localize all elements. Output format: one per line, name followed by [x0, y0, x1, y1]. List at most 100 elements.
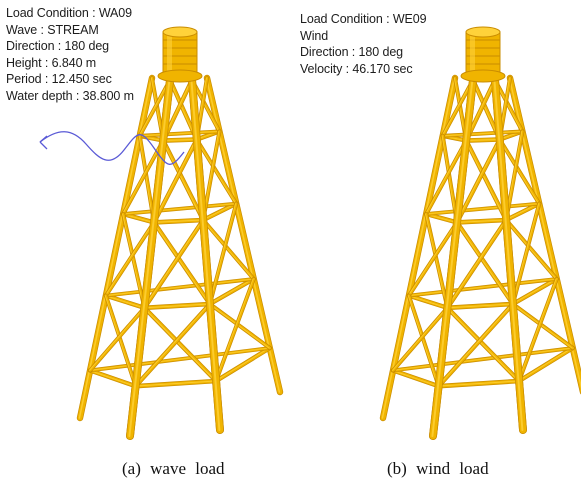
jacket-leg-front-highlight [431, 79, 474, 437]
horizontal-brace-highlight [425, 203, 540, 215]
horizontal-brace-highlight [465, 139, 500, 142]
x-brace-highlight [455, 139, 500, 223]
transition-piece-shine [470, 32, 475, 76]
x-brace [195, 138, 238, 205]
x-brace [138, 134, 156, 224]
horizontal-brace-highlight [392, 369, 439, 387]
horizontal-brace-highlight [407, 295, 448, 309]
x-brace-highlight [208, 303, 270, 349]
x-brace-highlight [518, 278, 557, 382]
caption-wave-load: (a) wave load [122, 459, 225, 478]
x-brace-highlight [152, 139, 197, 223]
x-brace [214, 277, 256, 383]
x-brace-highlight [441, 79, 473, 137]
horizontal-brace-highlight [162, 139, 197, 142]
x-brace [498, 138, 541, 205]
x-brace [455, 138, 502, 224]
x-brace [511, 202, 541, 306]
x-brace-highlight [441, 135, 457, 223]
x-brace [161, 139, 205, 222]
horizontal-brace-highlight [152, 219, 204, 223]
x-brace-highlight [104, 221, 154, 297]
horizontal-brace-highlight [455, 219, 507, 223]
x-brace-highlight [465, 140, 507, 221]
x-brace-highlight [134, 303, 210, 387]
x-brace-highlight [471, 79, 500, 140]
jacket-leg-front-highlight [493, 79, 524, 431]
horizontal-brace-highlight [104, 278, 254, 297]
horizontal-brace-highlight [122, 203, 237, 215]
x-brace-highlight [208, 203, 237, 305]
x-brace [104, 221, 156, 297]
x-brace-highlight [89, 307, 145, 371]
caption-wind-load: (b) wind load [387, 459, 489, 478]
horizontal-brace-highlight [134, 380, 216, 387]
x-brace-highlight [215, 278, 254, 382]
x-brace-highlight [407, 295, 439, 387]
x-brace-highlight [446, 219, 507, 309]
x-brace-highlight [425, 140, 467, 215]
wave-profile [39, 131, 185, 165]
velocity-label: Velocity : 46.170 sec [300, 61, 413, 76]
x-brace [441, 134, 459, 224]
wave-type-label: Wave : STREAM [6, 22, 99, 37]
transition-piece-shine [167, 32, 172, 76]
transition-piece-base [460, 69, 506, 83]
horizontal-brace-highlight [89, 369, 136, 387]
horizontal-brace-highlight [392, 347, 573, 371]
x-brace-highlight [122, 213, 145, 309]
jacket-structure-wave [76, 26, 284, 440]
x-brace [445, 218, 508, 310]
horizontal-brace-highlight [518, 347, 573, 382]
jacket-leg-front-highlight [128, 79, 171, 437]
jacket-structure-wind [379, 26, 581, 440]
horizontal-brace-highlight [511, 278, 557, 305]
load-condition-label: Load Condition : WE09 [300, 12, 427, 26]
x-brace-highlight [505, 219, 557, 280]
horizontal-brace-highlight [138, 130, 220, 137]
panel-wave-load: Load Condition : WA09 Wave : STREAM Dire… [0, 0, 290, 499]
height-label: Height : 6.840 m [6, 55, 97, 70]
x-brace [104, 294, 137, 388]
x-brace-highlight [511, 203, 540, 305]
x-brace-highlight [122, 140, 164, 215]
x-brace [424, 139, 468, 216]
period-label: Period : 12.450 sec [6, 72, 112, 87]
x-brace [424, 212, 449, 310]
horizontal-brace-highlight [104, 295, 145, 309]
x-brace-highlight [104, 295, 136, 387]
x-brace-highlight [425, 213, 448, 309]
wave-curve [39, 131, 185, 165]
x-brace-highlight [143, 219, 204, 309]
x-brace [391, 306, 449, 372]
horizontal-brace-highlight [208, 278, 254, 305]
x-brace [407, 221, 459, 297]
jacket-leg-front-highlight [190, 79, 221, 431]
wave-arrow-head [39, 135, 48, 150]
horizontal-brace-highlight [505, 203, 540, 221]
x-brace-highlight [202, 219, 254, 280]
load-condition-info: Load Condition : WA09 Wave : STREAM Dire… [6, 5, 134, 105]
x-brace-highlight [162, 140, 204, 221]
wind-type-label: Wind [300, 28, 329, 43]
x-brace [152, 220, 212, 306]
x-brace [517, 277, 559, 383]
x-brace-highlight [152, 221, 210, 305]
load-condition-label: Load Condition : WA09 [6, 6, 132, 20]
x-brace-highlight [168, 79, 197, 140]
x-brace-highlight [455, 221, 513, 305]
x-brace [208, 202, 238, 306]
x-brace [152, 138, 199, 224]
x-brace [504, 218, 559, 281]
horizontal-brace-highlight [215, 347, 270, 382]
x-brace [464, 139, 508, 222]
transition-piece-top [162, 26, 198, 38]
x-brace [142, 218, 205, 310]
x-brace-highlight [143, 307, 216, 382]
load-condition-info: Load Condition : WE09 Wind Direction : 1… [300, 11, 427, 77]
panel-wind-load: Load Condition : WE09 Wind Direction : 1… [290, 0, 581, 499]
x-brace-highlight [392, 307, 448, 371]
horizontal-brace-highlight [89, 347, 270, 371]
horizontal-brace-highlight [441, 130, 523, 137]
x-brace-highlight [498, 139, 540, 205]
